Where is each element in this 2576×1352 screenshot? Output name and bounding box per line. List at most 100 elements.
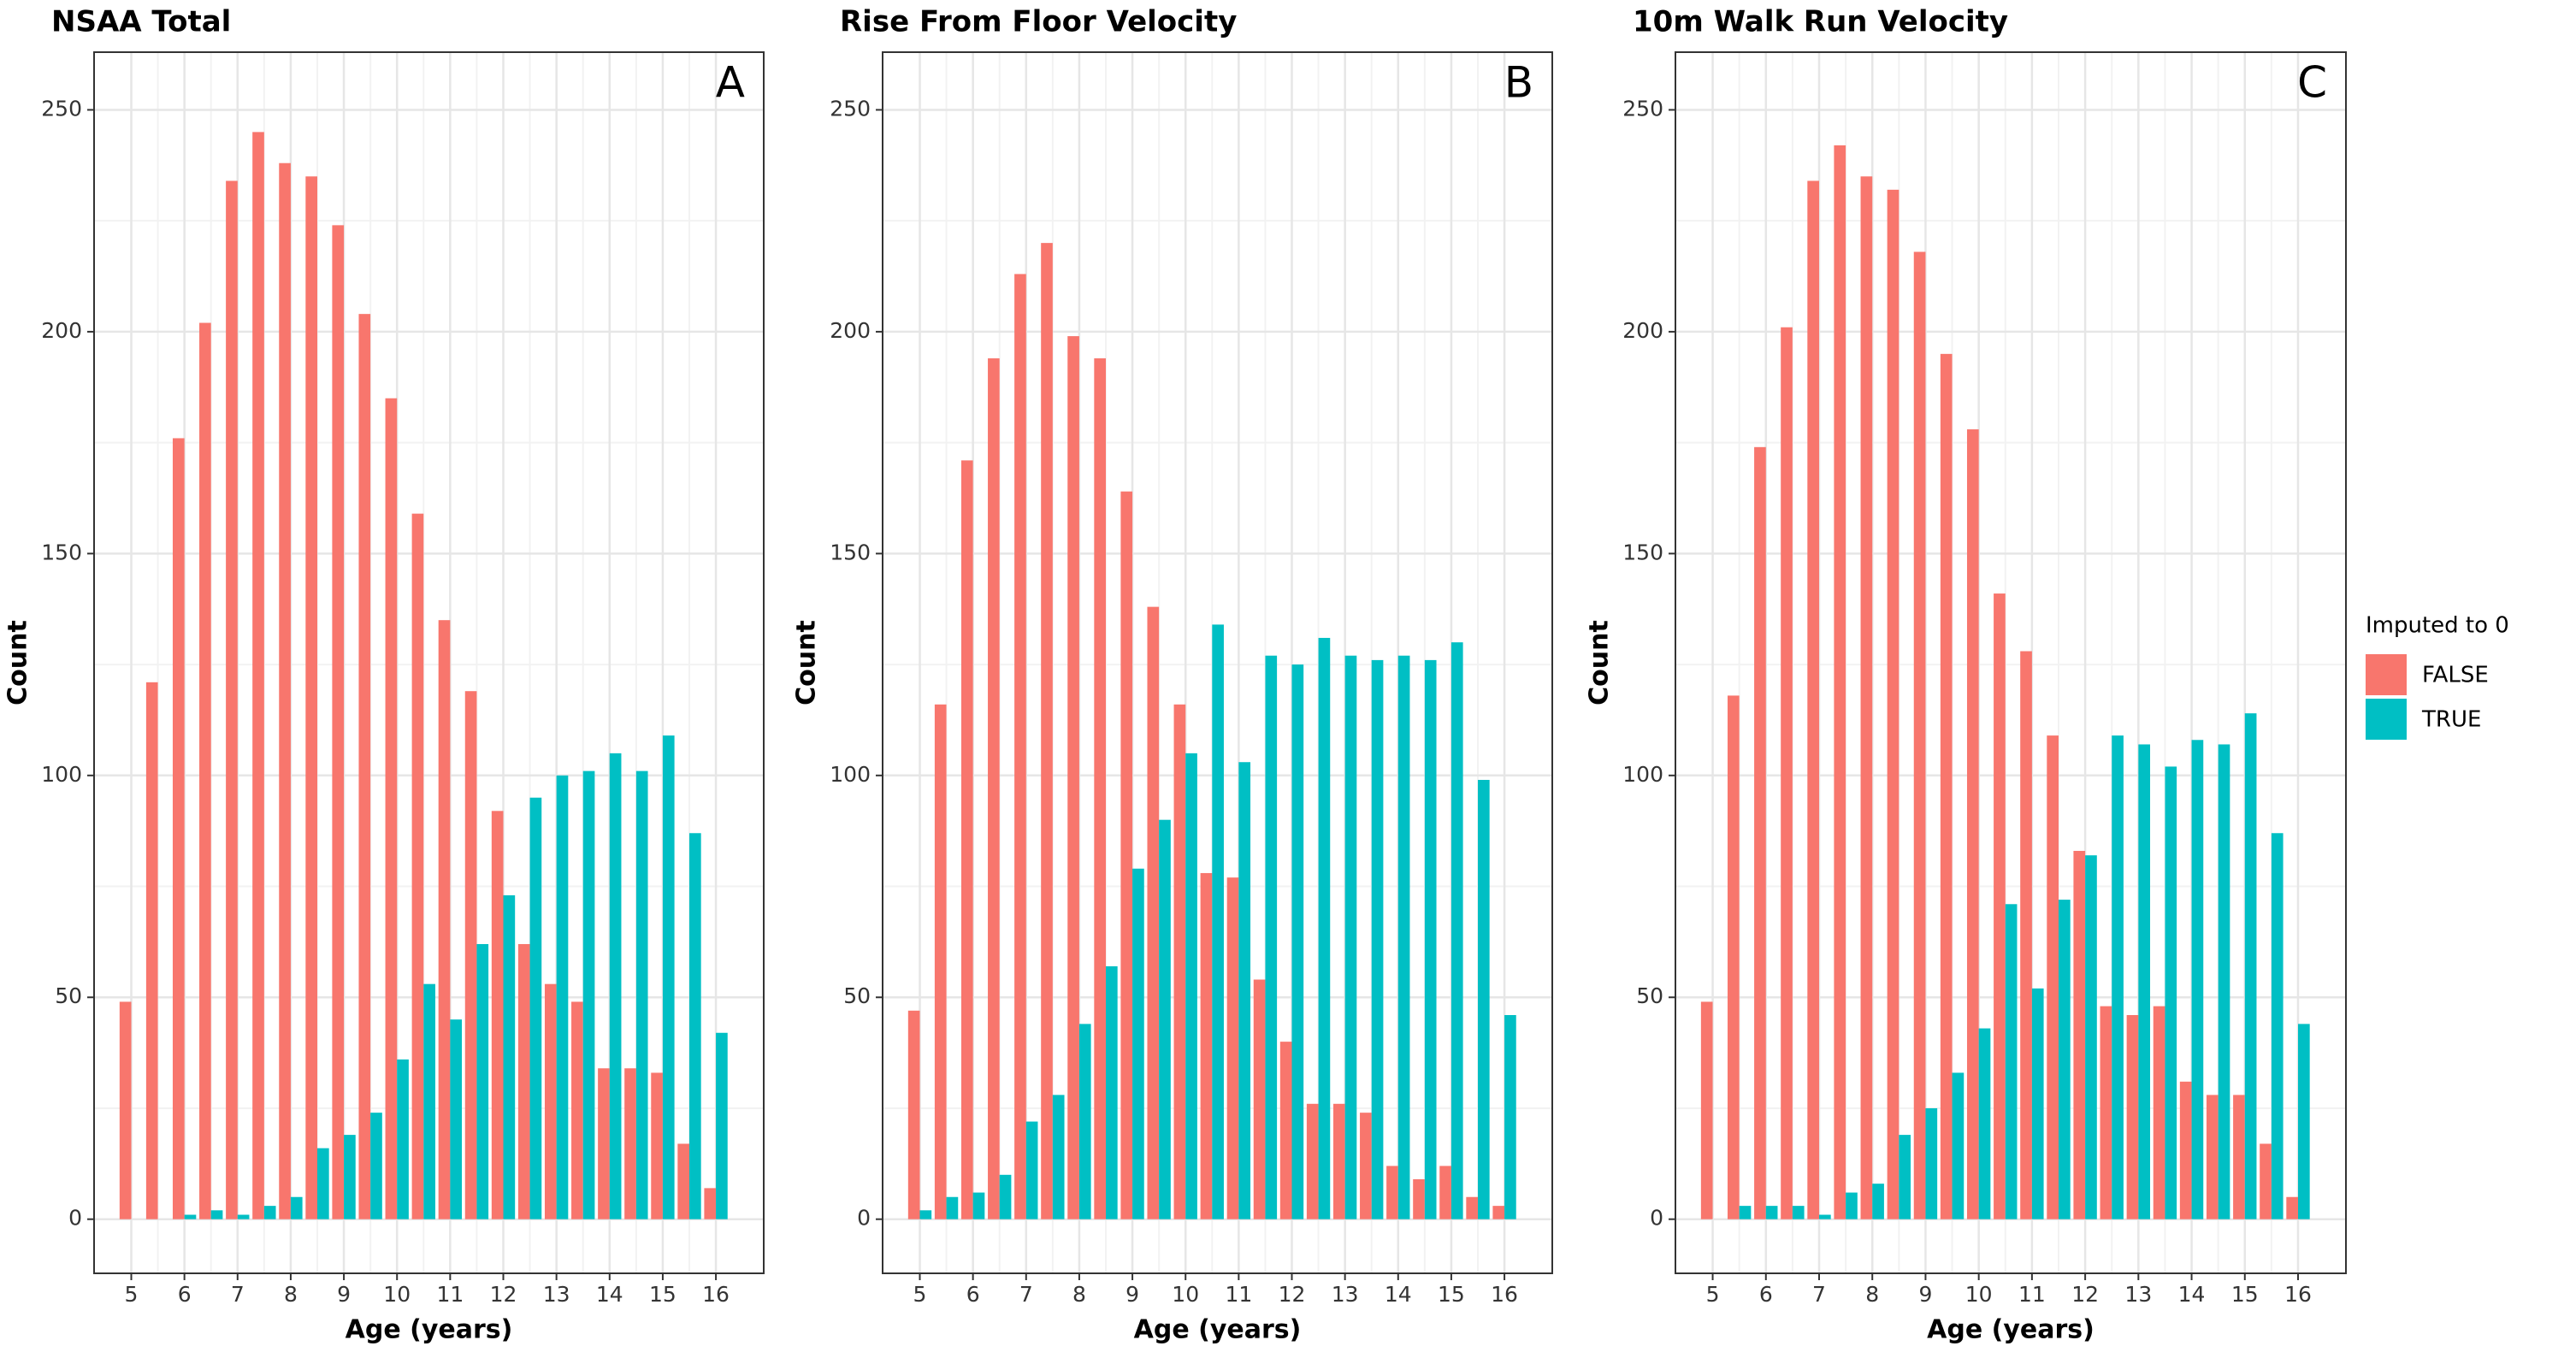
bar	[1052, 1095, 1065, 1219]
bar	[1952, 1072, 1964, 1219]
bar	[1371, 659, 1384, 1219]
bar	[972, 1192, 985, 1219]
bar	[1846, 1192, 1858, 1219]
legend-key	[2366, 699, 2407, 740]
bar	[226, 180, 238, 1219]
x-tick-label: 15	[2231, 1282, 2259, 1307]
bar	[317, 1148, 329, 1219]
x-tick-label: 12	[1279, 1282, 1306, 1307]
bar	[1106, 965, 1118, 1219]
x-tick-label: 6	[1759, 1282, 1773, 1307]
bar	[2126, 1015, 2139, 1219]
bar	[1925, 1107, 1938, 1219]
bar	[2047, 735, 2059, 1219]
y-tick-label: 50	[55, 983, 82, 1008]
y-tick-label: 100	[830, 762, 871, 787]
panel-letter: C	[2297, 58, 2327, 108]
bar	[609, 753, 622, 1219]
x-axis-label: Age (years)	[1927, 1315, 2094, 1345]
bar	[1318, 637, 1331, 1219]
x-tick-label: 6	[178, 1282, 192, 1307]
bar	[571, 1001, 583, 1219]
x-tick-label: 13	[543, 1282, 570, 1307]
y-axis-label: Count	[1585, 620, 1615, 706]
bar	[503, 894, 516, 1219]
x-tick-label: 15	[1438, 1282, 1465, 1307]
bar	[1344, 655, 1357, 1219]
bar	[2153, 1006, 2165, 1219]
x-tick-label: 9	[337, 1282, 351, 1307]
panel-letter: A	[716, 58, 745, 108]
bar	[1978, 1028, 1991, 1219]
bar	[438, 620, 451, 1219]
bar	[1014, 274, 1026, 1219]
bar	[237, 1214, 250, 1219]
x-tick-label: 5	[913, 1282, 927, 1307]
bar	[946, 1196, 959, 1219]
bar	[1173, 704, 1186, 1219]
bar	[1994, 593, 2006, 1219]
y-tick-label: 200	[1622, 318, 1663, 343]
bar	[988, 358, 1000, 1219]
bar	[263, 1206, 276, 1219]
bar	[934, 704, 947, 1219]
bar	[2085, 855, 2097, 1219]
bar	[651, 1072, 663, 1219]
y-axis-label: Count	[792, 620, 822, 706]
x-tick-label: 6	[966, 1282, 980, 1307]
bar	[1185, 753, 1197, 1219]
bar	[1078, 1024, 1091, 1219]
bar	[305, 176, 317, 1219]
bar	[2020, 651, 2032, 1219]
x-tick-label: 8	[1072, 1282, 1086, 1307]
bar	[1807, 180, 1819, 1219]
y-tick-label: 150	[830, 540, 871, 564]
bar	[2233, 1095, 2245, 1219]
bar	[1238, 762, 1251, 1219]
bar	[556, 775, 569, 1219]
x-tick-label: 12	[490, 1282, 517, 1307]
x-tick-label: 9	[1918, 1282, 1932, 1307]
y-tick-label: 100	[41, 762, 82, 787]
bar	[2059, 900, 2071, 1219]
bar	[2138, 744, 2151, 1219]
panel-border	[1675, 51, 2347, 1274]
bar	[1860, 176, 1873, 1219]
bar	[1700, 1001, 1713, 1219]
bar	[598, 1068, 610, 1219]
bar	[529, 797, 542, 1219]
bar	[1226, 877, 1239, 1219]
bar	[919, 1210, 932, 1219]
bar	[119, 1001, 132, 1219]
x-axis-label: Age (years)	[1134, 1315, 1302, 1345]
bar	[2260, 1143, 2272, 1219]
bar	[716, 1032, 728, 1219]
bar	[2100, 1006, 2112, 1219]
x-tick-label: 8	[284, 1282, 298, 1307]
bar	[1332, 1103, 1345, 1219]
bar	[1291, 664, 1304, 1219]
bar	[1940, 353, 1953, 1219]
chart-title: NSAA Total	[51, 5, 231, 39]
x-tick-label: 14	[1385, 1282, 1412, 1307]
bar	[344, 1135, 356, 1219]
bar	[332, 225, 345, 1219]
bar	[370, 1113, 382, 1219]
bar	[1899, 1135, 1911, 1219]
bar	[1147, 606, 1160, 1219]
y-tick-label: 0	[68, 1206, 82, 1231]
x-tick-label: 5	[125, 1282, 139, 1307]
bar	[2165, 766, 2177, 1219]
x-tick-label: 16	[702, 1282, 730, 1307]
bar	[411, 513, 424, 1219]
bar	[1424, 659, 1437, 1219]
bar	[2073, 851, 2086, 1219]
legend-label: TRUE	[2421, 707, 2481, 733]
y-tick-label: 250	[1622, 96, 1663, 121]
bar	[1504, 1015, 1516, 1219]
bar	[252, 132, 264, 1219]
x-tick-label: 13	[1332, 1282, 1359, 1307]
bar	[1253, 979, 1266, 1219]
bar	[1386, 1166, 1398, 1219]
x-tick-label: 7	[1812, 1282, 1826, 1307]
